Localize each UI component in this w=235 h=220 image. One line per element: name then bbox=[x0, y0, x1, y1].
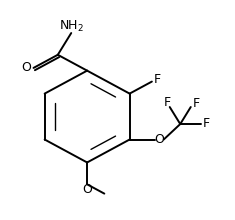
Text: O: O bbox=[83, 183, 93, 196]
Text: O: O bbox=[155, 133, 164, 146]
Text: F: F bbox=[203, 117, 210, 130]
Text: NH$_2$: NH$_2$ bbox=[59, 19, 84, 35]
Text: F: F bbox=[153, 73, 161, 86]
Text: F: F bbox=[192, 97, 200, 110]
Text: F: F bbox=[164, 96, 171, 109]
Text: O: O bbox=[21, 61, 31, 74]
